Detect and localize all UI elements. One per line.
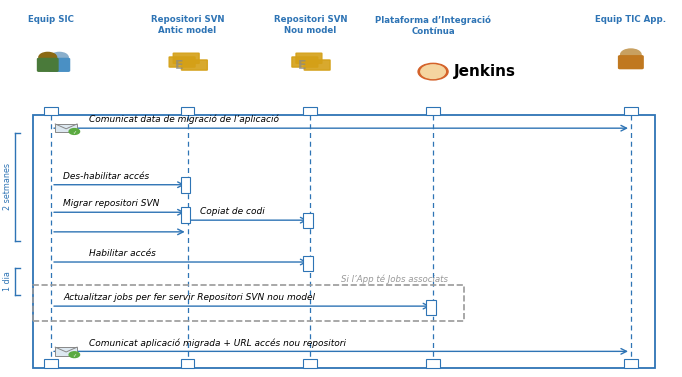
FancyBboxPatch shape xyxy=(292,57,318,67)
Circle shape xyxy=(418,63,448,80)
Bar xyxy=(181,107,194,115)
Text: 2 setmanes: 2 setmanes xyxy=(3,163,12,210)
Circle shape xyxy=(50,52,68,62)
Circle shape xyxy=(621,49,641,60)
Bar xyxy=(624,359,638,368)
Text: Comunicat aplicació migrada + URL accés nou repositori: Comunicat aplicació migrada + URL accés … xyxy=(89,338,346,348)
Text: Habilitar accés: Habilitar accés xyxy=(89,249,155,258)
FancyBboxPatch shape xyxy=(296,53,322,63)
Bar xyxy=(303,107,317,115)
Bar xyxy=(181,177,190,193)
Text: ✓: ✓ xyxy=(72,352,76,357)
Text: ✓: ✓ xyxy=(72,129,76,134)
FancyBboxPatch shape xyxy=(49,58,70,71)
FancyBboxPatch shape xyxy=(181,60,207,70)
Text: Comunicat data de migració de l’aplicació: Comunicat data de migració de l’aplicaci… xyxy=(89,115,279,124)
Circle shape xyxy=(39,52,57,62)
Bar xyxy=(426,359,440,368)
Circle shape xyxy=(421,65,445,78)
Bar xyxy=(33,285,464,321)
Text: Copiat de codi: Copiat de codi xyxy=(200,207,265,216)
Bar xyxy=(55,124,77,132)
FancyBboxPatch shape xyxy=(619,56,643,69)
Text: 1 dia: 1 dia xyxy=(3,271,12,291)
Text: E: E xyxy=(175,60,183,72)
Bar xyxy=(181,359,194,368)
Text: Equip SIC: Equip SIC xyxy=(28,15,74,24)
Text: Repositori SVN
Antic model: Repositori SVN Antic model xyxy=(151,15,224,35)
Bar xyxy=(303,256,313,271)
Text: Repositori SVN
Nou model: Repositori SVN Nou model xyxy=(273,15,347,35)
Text: Equip TIC App.: Equip TIC App. xyxy=(595,15,666,24)
FancyBboxPatch shape xyxy=(169,57,195,67)
FancyBboxPatch shape xyxy=(304,60,330,70)
Text: Plataforma d’Integració
Contínua: Plataforma d’Integració Contínua xyxy=(375,15,491,36)
Text: E: E xyxy=(298,60,306,72)
Bar xyxy=(303,213,313,228)
Circle shape xyxy=(69,129,80,134)
Bar xyxy=(624,107,638,115)
Bar xyxy=(33,115,655,368)
Bar xyxy=(44,107,58,115)
Bar xyxy=(55,347,77,356)
Text: Jenkins: Jenkins xyxy=(454,64,516,79)
Circle shape xyxy=(69,352,80,357)
Text: Si l’App té Jobs associats: Si l’App té Jobs associats xyxy=(341,274,448,284)
Bar xyxy=(303,359,317,368)
Bar xyxy=(426,300,436,315)
FancyBboxPatch shape xyxy=(38,58,58,71)
Bar xyxy=(181,207,190,223)
Text: Actualitzar jobs per fer servir Repositori SVN nou model: Actualitzar jobs per fer servir Reposito… xyxy=(63,293,316,302)
FancyBboxPatch shape xyxy=(173,53,199,63)
Text: Migrar repositori SVN: Migrar repositori SVN xyxy=(63,199,160,208)
Bar xyxy=(44,359,58,368)
Text: Des-habilitar accés: Des-habilitar accés xyxy=(63,172,149,181)
Bar xyxy=(426,107,440,115)
